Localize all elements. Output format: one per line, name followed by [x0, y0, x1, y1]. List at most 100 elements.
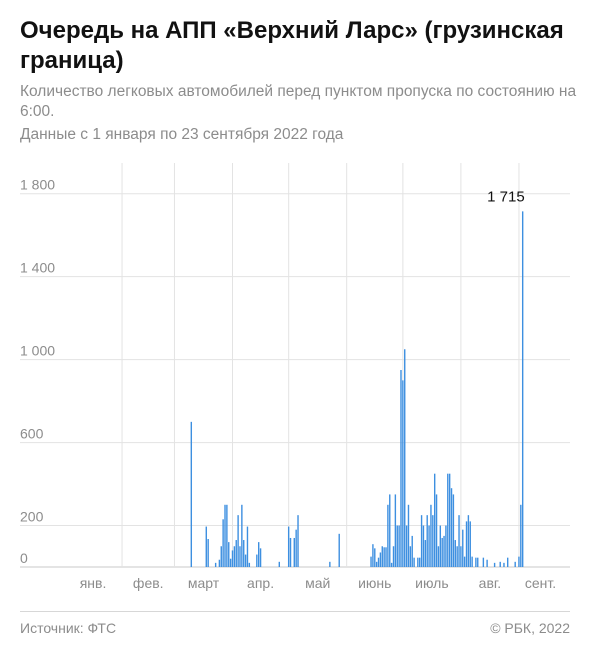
bar	[441, 537, 443, 567]
bar	[409, 546, 412, 567]
bar	[433, 473, 436, 567]
x-tick-label: фев.	[133, 575, 164, 591]
bar	[430, 504, 432, 567]
x-tick-label: июль	[415, 575, 448, 591]
bar	[338, 533, 340, 567]
bar	[417, 557, 419, 567]
y-tick-label: 1 800	[20, 177, 55, 193]
bar	[243, 540, 245, 567]
bar	[394, 494, 397, 567]
y-tick-label: 600	[20, 426, 44, 442]
bar	[521, 211, 524, 568]
bar	[404, 349, 406, 567]
footer-divider	[20, 611, 570, 612]
x-axis-labels: янв. фев. март апр. май июнь июль авг. сент.	[80, 575, 556, 591]
bar	[437, 546, 440, 567]
x-tick-label: янв.	[80, 575, 107, 591]
bar	[377, 557, 380, 567]
bar	[462, 529, 464, 567]
x-tick-label: май	[305, 575, 330, 591]
bar	[486, 559, 488, 567]
bar	[514, 561, 516, 567]
bar	[190, 421, 193, 567]
bar	[413, 557, 415, 567]
bar	[229, 558, 232, 567]
bar	[248, 562, 251, 567]
bar	[448, 473, 451, 567]
bar	[246, 526, 249, 567]
bar	[387, 504, 389, 567]
y-tick-label: 200	[20, 509, 44, 525]
chart-date-range: Данные с 1 января по 23 сентября 2022 го…	[20, 126, 344, 143]
bar	[389, 494, 391, 567]
bar	[518, 556, 520, 567]
x-tick-label: март	[188, 575, 220, 591]
bar	[228, 542, 230, 567]
bar	[372, 544, 374, 567]
grid-lines	[20, 163, 570, 568]
bar	[375, 561, 378, 567]
bar	[424, 540, 427, 567]
y-tick-label: 0	[20, 550, 28, 566]
bar	[392, 546, 395, 567]
bar	[244, 554, 247, 567]
bar	[407, 504, 410, 567]
bar	[428, 525, 430, 567]
bar	[467, 515, 470, 567]
bar	[256, 554, 258, 567]
bar	[460, 546, 462, 567]
bar	[218, 559, 221, 567]
bar	[258, 542, 260, 567]
bar	[231, 550, 234, 567]
bar	[475, 557, 477, 567]
x-tick-label: сент.	[525, 575, 556, 591]
bar	[205, 526, 207, 567]
bar	[454, 540, 456, 567]
bar	[419, 557, 421, 567]
bar	[402, 380, 404, 567]
bar	[214, 562, 217, 567]
x-tick-label: авг.	[479, 575, 502, 591]
bar	[405, 525, 408, 567]
bar	[370, 556, 372, 567]
bar	[420, 515, 423, 567]
bar	[278, 561, 280, 567]
bar	[499, 561, 501, 567]
bar	[383, 547, 385, 567]
peak-value-label: 1 715	[487, 188, 525, 205]
bar	[390, 562, 393, 567]
bar	[447, 473, 449, 567]
bar	[224, 504, 226, 567]
bar	[220, 546, 222, 567]
bar	[235, 540, 237, 567]
bar	[385, 547, 387, 567]
bar	[507, 557, 509, 567]
bar	[374, 548, 376, 567]
bar	[445, 525, 447, 567]
bar	[463, 556, 466, 567]
bar	[422, 525, 425, 567]
y-tick-label: 1 400	[20, 260, 55, 276]
y-tick-label: 1 000	[20, 343, 55, 359]
bar	[293, 537, 295, 567]
bar	[426, 515, 428, 567]
bar	[239, 546, 241, 567]
bar	[450, 488, 453, 567]
x-tick-label: июнь	[358, 575, 391, 591]
bar	[456, 546, 458, 567]
bar-chart: 0 200 600 1 000 1 400 1 800 янв. фев. март апр. м…	[20, 163, 570, 591]
bar-series	[190, 211, 524, 568]
bar	[379, 552, 382, 567]
x-tick-label: апр.	[247, 575, 274, 591]
bar	[259, 548, 262, 567]
bar	[396, 525, 398, 567]
bar	[503, 562, 505, 567]
bar	[443, 535, 445, 567]
bar	[222, 519, 224, 567]
bar	[458, 515, 460, 567]
bar	[435, 494, 438, 567]
chart-subtitle: Количество легковых автомобилей перед пу…	[20, 83, 577, 120]
bar	[465, 521, 468, 567]
bar	[411, 535, 413, 567]
copyright-note: © РБК, 2022	[490, 620, 570, 636]
